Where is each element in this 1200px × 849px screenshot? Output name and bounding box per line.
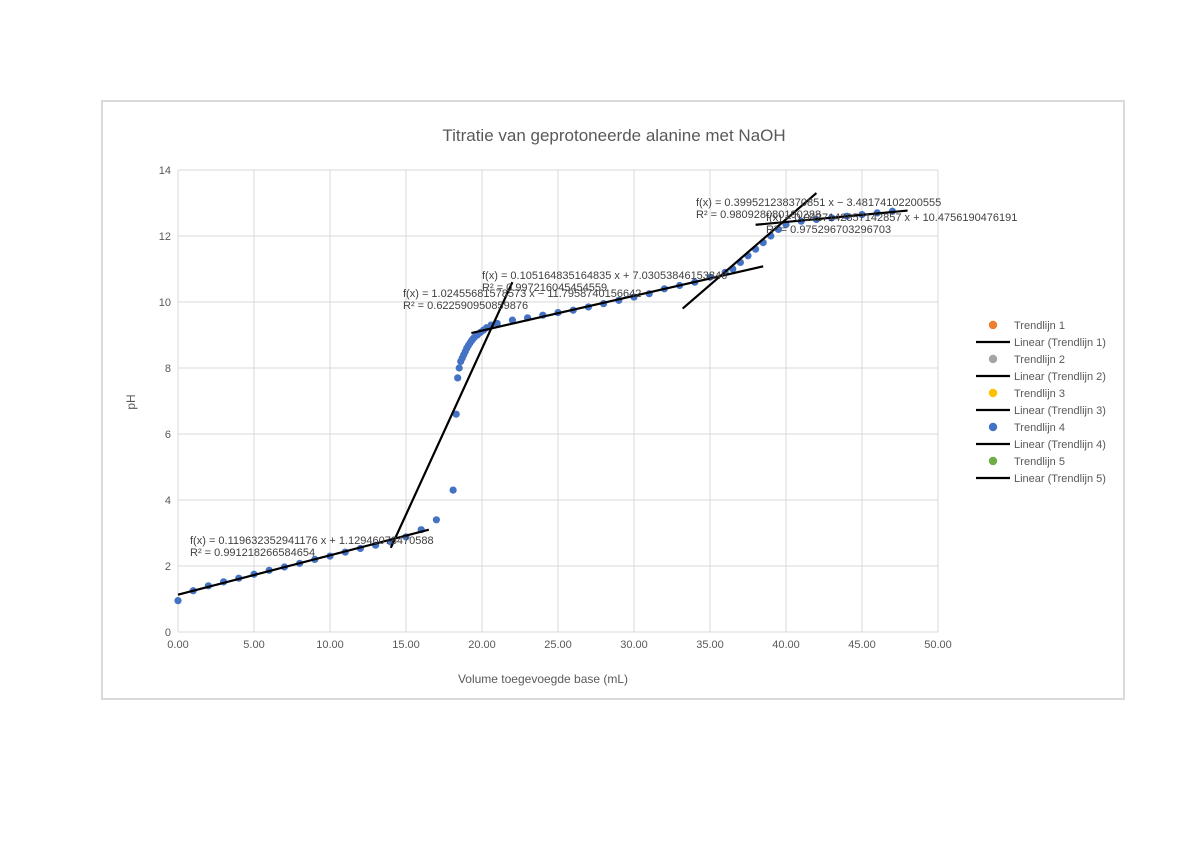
- grid: [177, 169, 939, 633]
- trendline-r-squared: R² = 0.991218266584654: [190, 547, 315, 559]
- legend-label: Trendlijn 2: [1014, 354, 1065, 366]
- y-tick-label: 0: [165, 627, 171, 639]
- x-tick-label: 50.00: [924, 639, 952, 651]
- trendline-r-squared: R² = 0.997216045454559: [482, 282, 607, 294]
- legend-label: Linear (Trendlijn 2): [1014, 371, 1106, 383]
- legend-marker: [988, 456, 998, 466]
- legend-label: Linear (Trendlijn 4): [1014, 439, 1106, 451]
- legend-label: Trendlijn 4: [1014, 422, 1065, 434]
- trendlines: [177, 192, 908, 596]
- trendline-r-squared: R² = 0.622590950859876: [403, 300, 528, 312]
- trendline-equation: f(x) = 0.0427142857142857 x + 10.4756190…: [766, 212, 1017, 224]
- data-point: [455, 364, 463, 372]
- data-point: [508, 316, 516, 324]
- trendline-equation: f(x) = 0.105164835164835 x + 7.030538461…: [482, 270, 727, 282]
- legend-label: Linear (Trendlijn 1): [1014, 337, 1106, 349]
- legend-label: Trendlijn 1: [1014, 320, 1065, 332]
- y-axis-label: pH: [124, 394, 138, 409]
- legend-label: Trendlijn 5: [1014, 456, 1065, 468]
- x-tick-label: 35.00: [696, 639, 724, 651]
- y-tick-label: 8: [165, 363, 171, 375]
- legend-label: Linear (Trendlijn 3): [1014, 405, 1106, 417]
- legend-marker: [988, 388, 998, 398]
- x-tick-label: 40.00: [772, 639, 800, 651]
- legend-marker: [988, 320, 998, 330]
- trendline-equation: f(x) = 0.399521238370851 x − 3.481741022…: [696, 197, 941, 209]
- x-axis-label: Volume toegevoegde base (mL): [458, 672, 628, 686]
- trendline-r-squared: R² = 0.980928080190288: [696, 209, 821, 221]
- y-tick-label: 10: [159, 297, 171, 309]
- y-tick-label: 6: [165, 429, 171, 441]
- legend-marker: [988, 422, 998, 432]
- trendline: [471, 265, 764, 335]
- x-tick-label: 25.00: [544, 639, 572, 651]
- data-point: [454, 374, 462, 382]
- y-tick-label: 4: [165, 495, 171, 507]
- axes: 0.00 5.00 10.00 15.00 20.00 25.00 30.00 35.00 40…: [159, 165, 952, 651]
- data-point: [432, 516, 440, 524]
- data-point: [174, 597, 182, 605]
- y-tick-label: 2: [165, 561, 171, 573]
- x-tick-label: 45.00: [848, 639, 876, 651]
- data-points: [174, 207, 897, 605]
- data-point: [452, 410, 460, 418]
- chart-frame: [101, 100, 1125, 700]
- trendline-equations: f(x) = 0.119632352941176 x + 1.129460784…: [190, 197, 1017, 559]
- x-tick-label: 20.00: [468, 639, 496, 651]
- trendline: [177, 528, 430, 596]
- data-point: [449, 486, 457, 494]
- x-tick-label: 5.00: [243, 639, 264, 651]
- trendline: [755, 209, 908, 226]
- y-tick-label: 12: [159, 231, 171, 243]
- x-tick-label: 30.00: [620, 639, 648, 651]
- legend: Trendlijn 1 Linear (Trendlijn 1) Trendlijn…: [976, 320, 1106, 485]
- y-tick-label: 14: [159, 165, 171, 177]
- x-tick-label: 0.00: [167, 639, 188, 651]
- legend-marker: [988, 354, 998, 364]
- legend-label: Linear (Trendlijn 5): [1014, 473, 1106, 485]
- trendline: [681, 192, 818, 310]
- trendline-equation: f(x) = 0.119632352941176 x + 1.129460784…: [190, 535, 434, 547]
- x-tick-label: 15.00: [392, 639, 420, 651]
- x-tick-label: 10.00: [316, 639, 344, 651]
- legend-label: Trendlijn 3: [1014, 388, 1065, 400]
- trendline-equation: f(x) = 1.02455681578573 x − 11.795874015…: [403, 288, 641, 300]
- trendline-r-squared: R² = 0.975296703296703: [766, 224, 891, 236]
- trendline: [389, 281, 514, 549]
- chart-title: Titratie van geprotoneerde alanine met N…: [442, 126, 785, 145]
